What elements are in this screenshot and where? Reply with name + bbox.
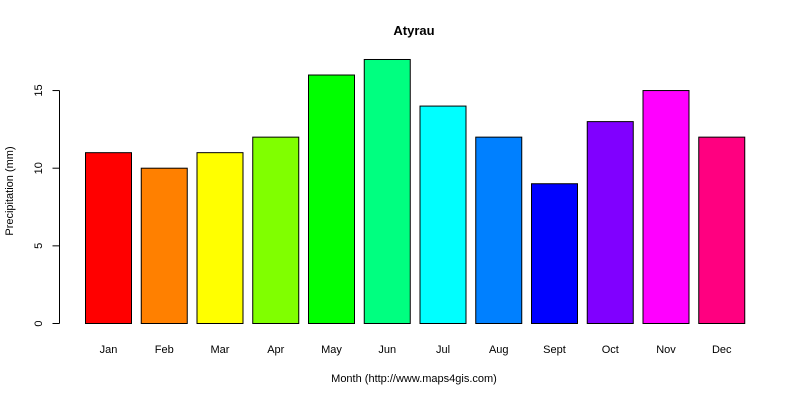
bar-apr [252,136,300,324]
bar-aug [475,136,523,324]
x-tick-label-sept: Sept [543,344,566,356]
bar-nov [642,90,690,324]
y-tick-label-10: 10 [33,162,45,174]
bar-jun [363,58,411,325]
bar-feb [140,167,188,324]
x-tick-label-feb: Feb [155,344,174,356]
bar-sept [531,183,578,324]
x-tick-label-mar: Mar [211,344,230,356]
x-tick-label-jul: Jul [436,344,450,356]
y-tick-label-0: 0 [33,320,45,326]
bar-jan [85,152,132,324]
x-tick-label-nov: Nov [656,344,676,356]
x-tick-label-aug: Aug [489,344,509,356]
chart-title: Atyrau [393,23,434,38]
y-axis-label: Precipitation (mm) [4,146,16,235]
bar-dec [698,136,746,324]
x-tick-label-jan: Jan [100,344,118,356]
x-tick-label-apr: Apr [267,344,284,356]
x-axis-tick-labels: Jan Feb Mar Apr May Jun Jul Aug Sept Oct Nov Dec [100,344,732,356]
y-axis: 0 5 10 15 [33,84,60,327]
bar-may [308,74,355,324]
y-tick-label-15: 15 [33,84,45,96]
bar-mar [196,152,244,324]
bar-oct [586,121,634,324]
x-tick-label-dec: Dec [712,344,732,356]
x-tick-label-may: May [321,344,342,356]
x-tick-label-jun: Jun [378,344,396,356]
bar-jul [419,105,467,324]
x-tick-label-oct: Oct [602,344,619,356]
x-axis-label: Month (http://www.maps4gis.com) [331,373,497,385]
bars-group [85,58,746,325]
y-tick-label-5: 5 [33,243,45,249]
